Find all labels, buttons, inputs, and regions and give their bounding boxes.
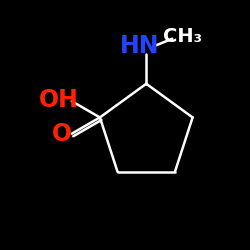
Text: HN: HN <box>120 34 160 58</box>
Text: OH: OH <box>39 88 79 112</box>
Text: CH₃: CH₃ <box>163 27 202 46</box>
Text: O: O <box>52 122 72 146</box>
